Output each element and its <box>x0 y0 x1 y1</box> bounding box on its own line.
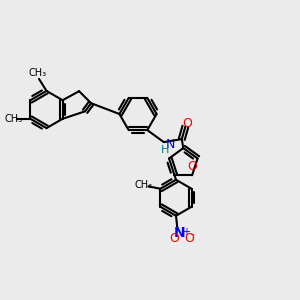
Text: O: O <box>169 232 179 245</box>
Text: O: O <box>188 160 197 173</box>
Text: N: N <box>174 226 186 240</box>
Text: O: O <box>182 117 192 130</box>
Text: CH₃: CH₃ <box>135 180 153 190</box>
Text: H: H <box>161 145 170 154</box>
Text: O: O <box>184 232 194 245</box>
Text: N: N <box>166 138 176 151</box>
Text: CH₃: CH₃ <box>28 68 46 79</box>
Text: ⁻: ⁻ <box>189 232 194 243</box>
Text: CH₃: CH₃ <box>4 114 22 124</box>
Text: +: + <box>182 227 190 237</box>
